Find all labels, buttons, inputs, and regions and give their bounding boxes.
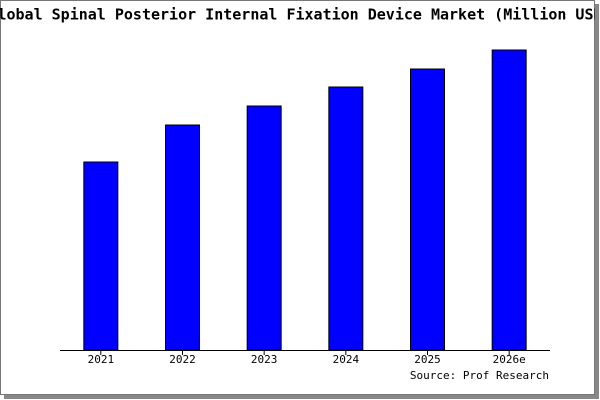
source-note: Source: Prof Research	[410, 369, 549, 382]
chart-body: Global Spinal Posterior Internal Fixatio…	[0, 6, 600, 383]
bar	[328, 86, 364, 351]
bar	[410, 68, 445, 351]
x-tick-label: 2022	[169, 353, 196, 366]
x-tick-label: 2024	[333, 353, 360, 366]
x-tick-label: 2023	[251, 353, 278, 366]
bar	[491, 49, 527, 351]
x-tick-label: 2026e	[493, 353, 526, 366]
bar	[83, 161, 119, 351]
plot-area: 2021 2022 2023 2024 2025 2026e	[60, 49, 550, 366]
chart-title: Global Spinal Posterior Internal Fixatio…	[0, 6, 600, 24]
x-tick-label: 2021	[88, 353, 115, 366]
bar	[246, 105, 282, 351]
bar	[165, 124, 200, 351]
x-tick-label: 2025	[414, 353, 441, 366]
